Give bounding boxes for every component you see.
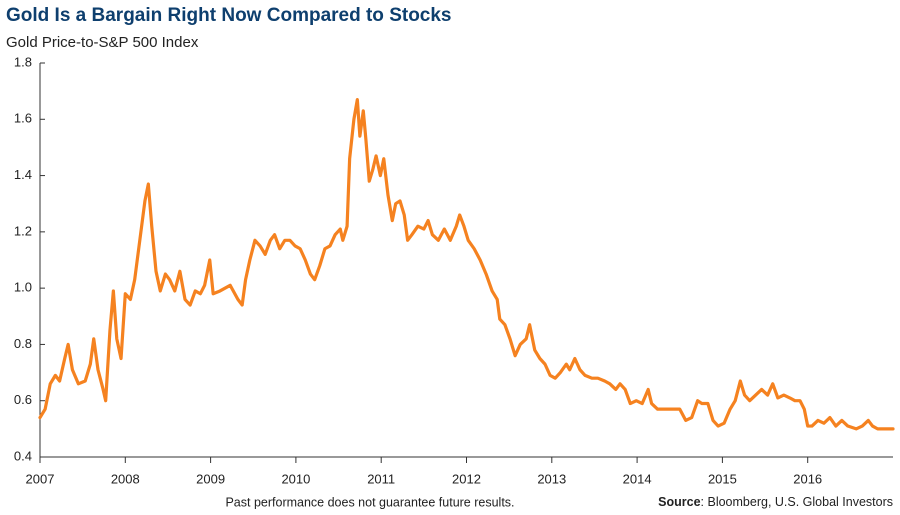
y-tick-label: 1.4 [14, 167, 32, 182]
x-tick-label: 2013 [537, 471, 566, 486]
source-label: Source [658, 495, 700, 509]
footnote: Past performance does not guarantee futu… [225, 495, 514, 509]
y-tick-label: 0.4 [14, 448, 32, 463]
x-tick-label: 2014 [623, 471, 652, 486]
y-tick-label: 1.8 [14, 54, 32, 69]
chart-title: Gold Is a Bargain Right Now Compared to … [6, 5, 452, 26]
source-text: : Bloomberg, U.S. Global Investors [701, 495, 893, 509]
x-tick-label: 2009 [196, 471, 225, 486]
x-tick-label: 2007 [26, 471, 55, 486]
line-series [38, 97, 895, 431]
x-tick-label: 2015 [708, 471, 737, 486]
x-tick-label: 2010 [281, 471, 310, 486]
y-tick-label: 1.0 [14, 280, 32, 295]
x-tick-label: 2008 [111, 471, 140, 486]
y-tick-label: 1.2 [14, 223, 32, 238]
y-tick-label: 1.6 [14, 111, 32, 126]
y-tick-label: 0.8 [14, 336, 32, 351]
x-tick-label: 2016 [793, 471, 822, 486]
chart-subtitle: Gold Price-to-S&P 500 Index [6, 34, 199, 51]
y-tick-label: 0.6 [14, 392, 32, 407]
x-tick-label: 2012 [452, 471, 481, 486]
x-tick-label: 2011 [367, 471, 395, 486]
source: Source: Bloomberg, U.S. Global Investors [658, 495, 893, 509]
